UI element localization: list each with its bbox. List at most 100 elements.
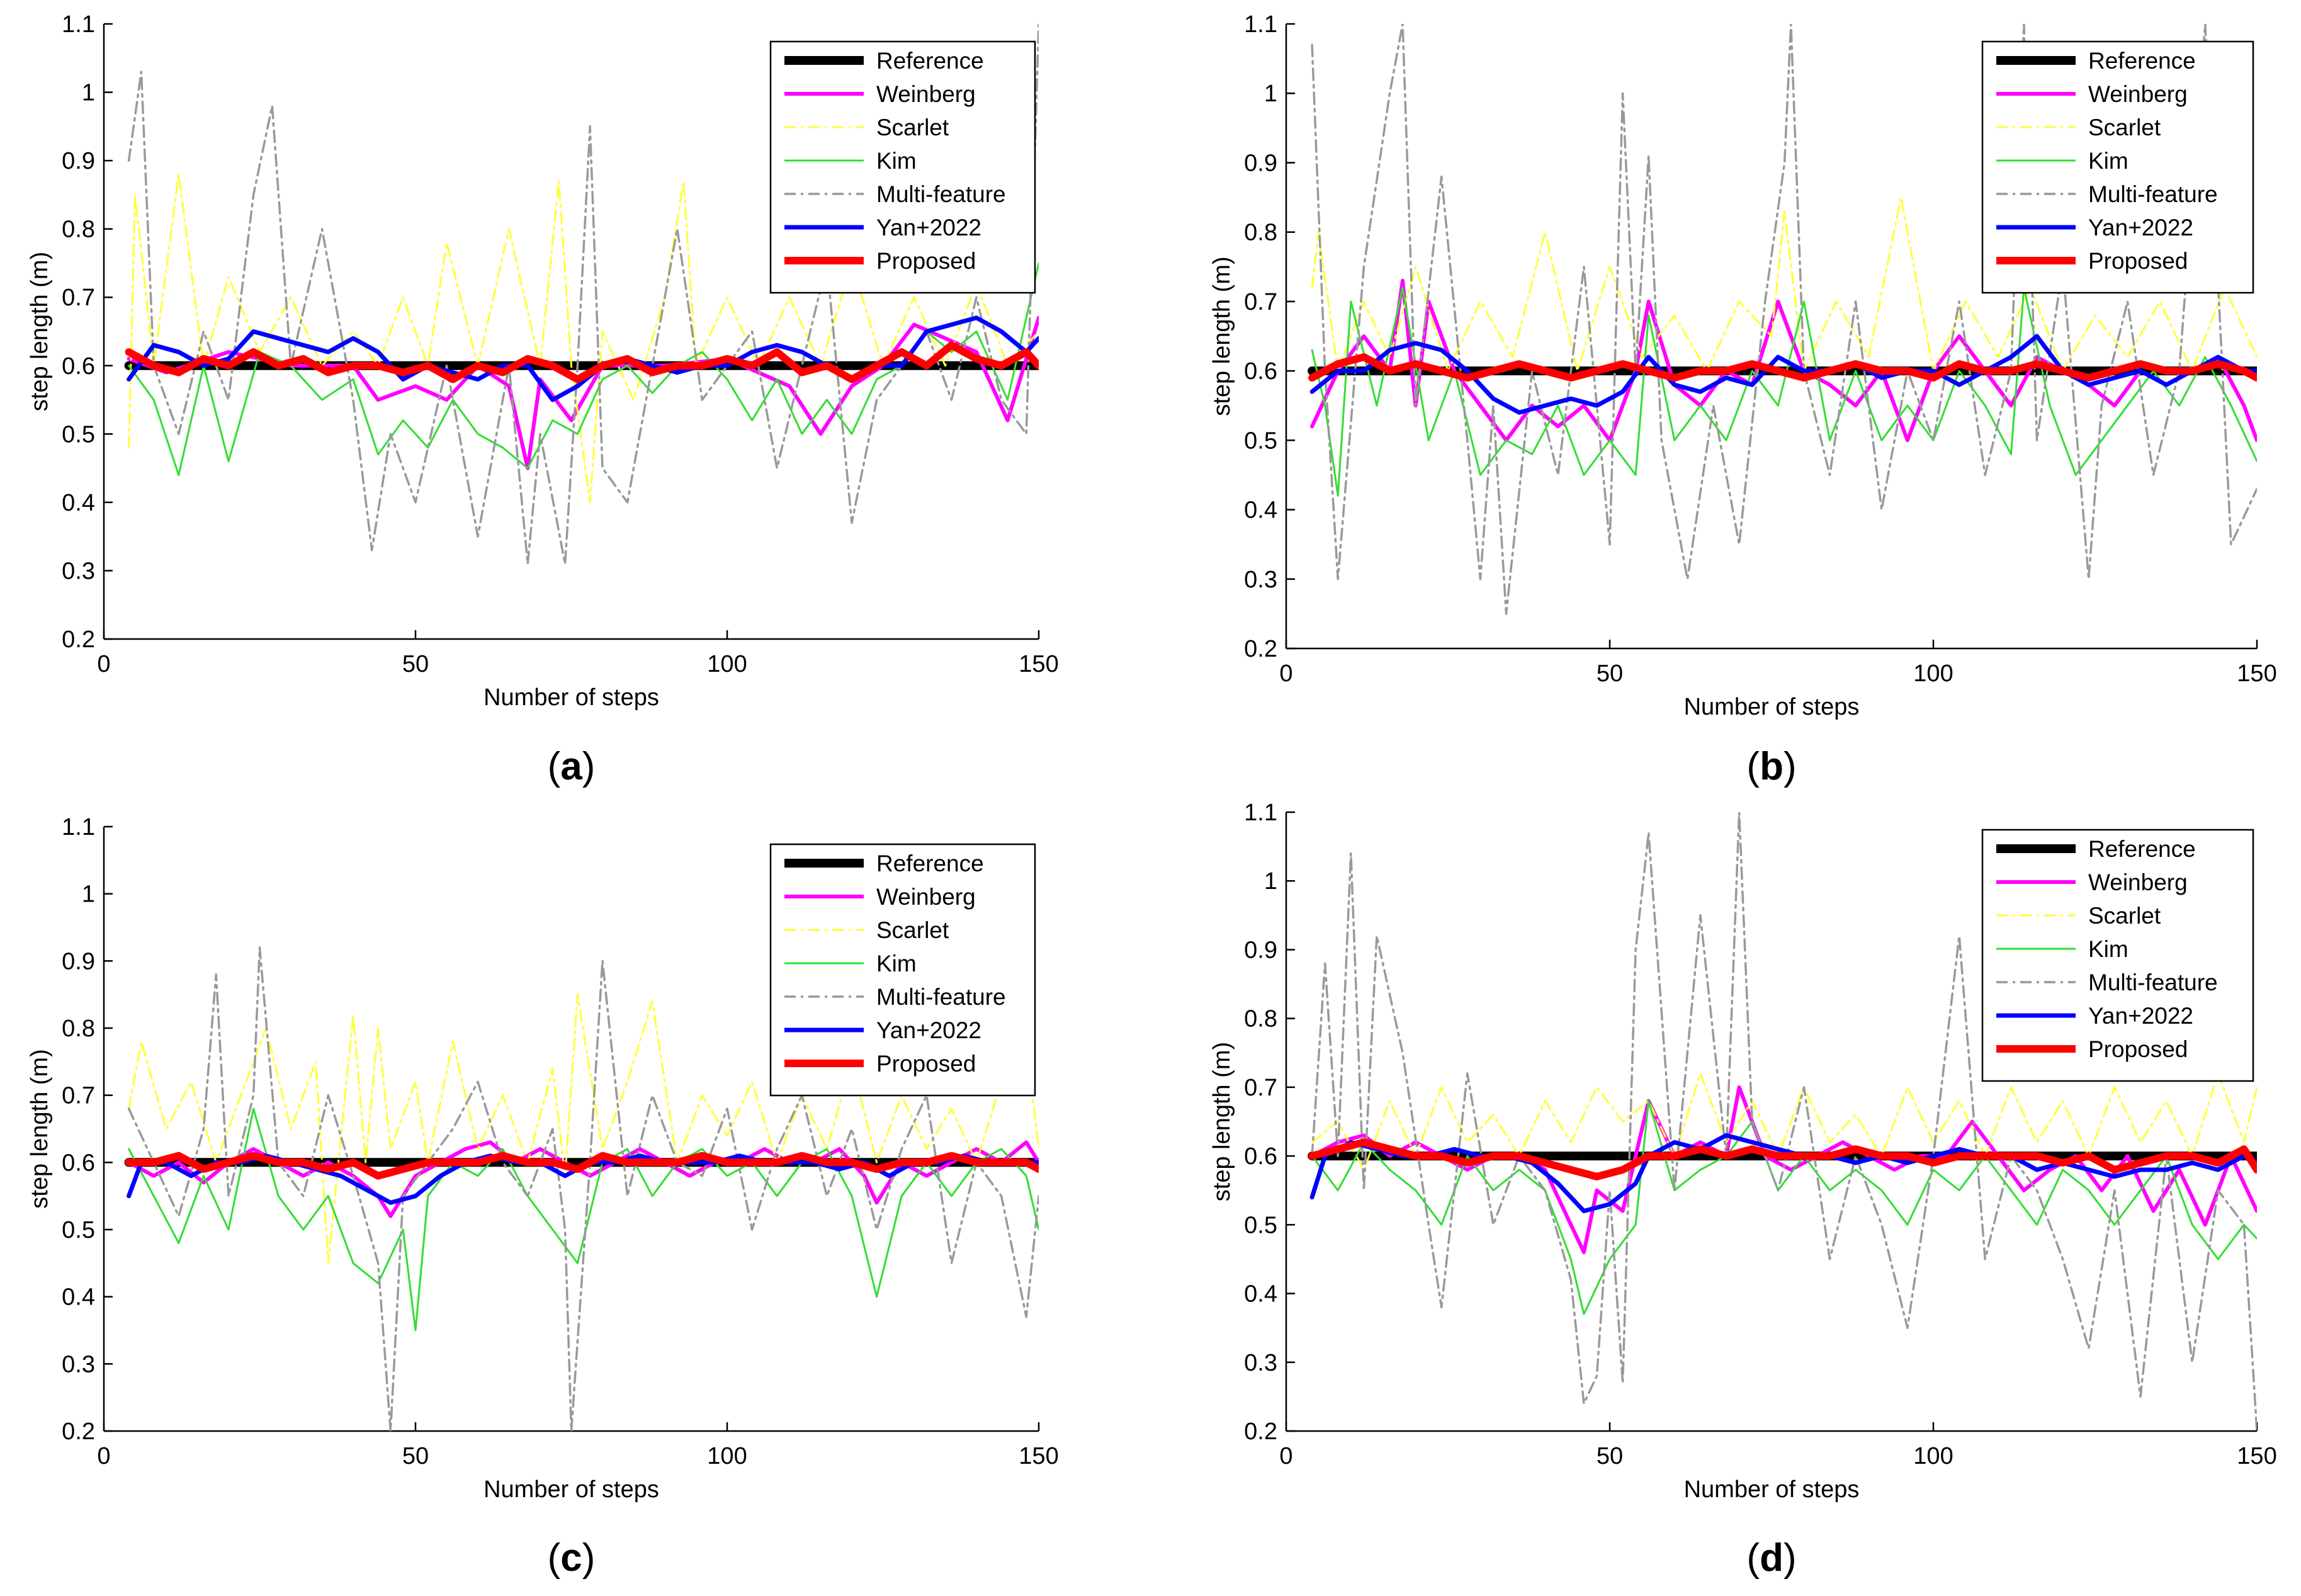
y-tick-label: 0.4 — [1244, 1281, 1277, 1308]
x-tick-label: 0 — [97, 1443, 110, 1469]
y-tick-label: 0.5 — [1244, 427, 1277, 454]
legend-label: Yan+2022 — [2088, 1003, 2193, 1029]
y-tick-label: 0.8 — [1244, 220, 1277, 246]
legend-label: Proposed — [2088, 1036, 2188, 1062]
y-tick-label: 1 — [1264, 81, 1277, 107]
y-tick-label: 0.6 — [1244, 358, 1277, 385]
x-tick-label: 0 — [1279, 1443, 1292, 1469]
legend: Reference Weinberg Scarlet Kim Multi-feature… — [769, 40, 1036, 294]
x-tick-label: 50 — [402, 651, 429, 677]
legend-label: Kim — [2088, 936, 2129, 962]
y-tick-label: 1.1 — [62, 814, 95, 840]
y-tick-label: 0.8 — [62, 1016, 95, 1042]
y-tick-label: 0.8 — [62, 217, 95, 243]
x-tick-label: 50 — [402, 1443, 429, 1469]
legend-label: Reference — [876, 48, 984, 74]
x-tick-label: 0 — [1279, 660, 1292, 687]
legend-label: Multi-feature — [876, 984, 1006, 1010]
x-tick-label: 50 — [1597, 1443, 1623, 1469]
y-tick-label: 0.5 — [62, 1217, 95, 1243]
y-tick-label: 0.2 — [62, 626, 95, 653]
x-axis-label: Number of steps — [1684, 694, 1860, 720]
y-tick-label: 0.5 — [1244, 1212, 1277, 1238]
legend: Reference Weinberg Scarlet Kim Multi-feature… — [1981, 40, 2254, 294]
y-tick-label: 0.4 — [62, 490, 95, 516]
legend-label: Weinberg — [2088, 869, 2188, 895]
legend-box — [1981, 829, 2254, 1082]
y-tick-label: 1 — [82, 80, 95, 106]
y-tick-label: 0.9 — [62, 148, 95, 174]
panel-caption: (a) — [548, 745, 596, 788]
y-tick-label: 0.7 — [62, 285, 95, 311]
y-tick-label: 1.1 — [62, 11, 95, 38]
legend-label: Multi-feature — [2088, 970, 2218, 995]
x-tick-label: 150 — [2237, 660, 2276, 687]
y-tick-label: 0.6 — [62, 1150, 95, 1176]
y-tick-label: 0.6 — [62, 353, 95, 380]
legend-label: Scarlet — [2088, 903, 2161, 929]
series-line-proposed — [125, 341, 1039, 383]
series-line-multi-feature — [1311, 24, 2257, 615]
y-tick-label: 0.6 — [1244, 1143, 1277, 1170]
y-tick-label: 0.3 — [1244, 567, 1277, 593]
legend: Reference Weinberg Scarlet Kim Multi-feature… — [769, 843, 1036, 1097]
legend-box — [769, 40, 1036, 294]
chart-panel-4: 0.2 0.3 0.4 0.5 0.6 0.7 0.8 0.9 1 1.1 0 50 100 150 Num… — [1209, 800, 2277, 1580]
legend-label: Scarlet — [2088, 115, 2161, 140]
x-tick-label: 100 — [1913, 660, 1953, 687]
y-tick-label: 0.3 — [62, 558, 95, 584]
y-axis-label: step length (m) — [26, 1049, 53, 1208]
panel-caption: (c) — [548, 1536, 596, 1580]
legend-box — [1981, 40, 2254, 294]
legend-label: Yan+2022 — [2088, 215, 2193, 241]
x-tick-label: 150 — [1019, 651, 1058, 677]
y-tick-label: 0.7 — [62, 1083, 95, 1109]
legend-box — [769, 843, 1036, 1097]
y-tick-label: 1.1 — [1244, 800, 1277, 826]
legend-label: Multi-feature — [876, 181, 1006, 207]
x-tick-label: 50 — [1597, 660, 1623, 687]
series-line-scarlet — [1311, 1072, 2257, 1171]
series-line-weinberg — [1310, 278, 2257, 443]
y-tick-label: 1 — [82, 881, 95, 908]
y-tick-label: 0.9 — [1244, 937, 1277, 963]
y-tick-label: 0.9 — [1244, 150, 1277, 176]
legend-label: Scarlet — [876, 917, 949, 943]
legend-label: Proposed — [2088, 248, 2188, 274]
series-line-proposed — [125, 1152, 1039, 1180]
y-tick-label: 0.9 — [62, 948, 95, 975]
legend-label: Proposed — [876, 248, 976, 274]
series-line-yan-2022 — [1309, 1133, 2257, 1213]
plot-area — [1308, 812, 2257, 1431]
y-tick-label: 0.2 — [62, 1418, 95, 1445]
x-tick-label: 0 — [97, 651, 110, 677]
plot-area — [1308, 24, 2257, 615]
y-axis-label: step length (m) — [1209, 256, 1235, 416]
legend-label: Reference — [876, 851, 984, 876]
y-tick-label: 1 — [1264, 868, 1277, 895]
x-tick-label: 150 — [1019, 1443, 1058, 1469]
legend-label: Yan+2022 — [876, 1017, 981, 1043]
y-axis-label: step length (m) — [1209, 1042, 1235, 1201]
y-tick-label: 0.2 — [1244, 636, 1277, 662]
series-line-proposed — [1308, 353, 2257, 382]
legend-label: Kim — [876, 951, 917, 976]
x-tick-label: 100 — [707, 651, 747, 677]
y-tick-label: 0.8 — [1244, 1006, 1277, 1033]
y-tick-label: 0.3 — [1244, 1350, 1277, 1376]
y-tick-label: 0.4 — [1244, 497, 1277, 524]
panel-caption: (d) — [1746, 1536, 1796, 1580]
legend-label: Kim — [2088, 148, 2129, 174]
legend-label: Yan+2022 — [876, 215, 981, 241]
series-line-kim — [128, 1107, 1039, 1332]
plot-area — [124, 946, 1039, 1431]
legend-label: Kim — [876, 148, 917, 174]
y-tick-label: 0.7 — [1244, 289, 1277, 315]
legend-label: Scarlet — [876, 115, 949, 140]
y-tick-label: 1.1 — [1244, 11, 1277, 38]
legend-label: Reference — [2088, 836, 2196, 862]
chart-panel-2: 0.2 0.3 0.4 0.5 0.6 0.7 0.8 0.9 1 1.1 0 50 100 150 Num… — [1209, 11, 2277, 788]
series-line-kim — [1311, 286, 2257, 497]
legend-label: Weinberg — [2088, 81, 2188, 107]
